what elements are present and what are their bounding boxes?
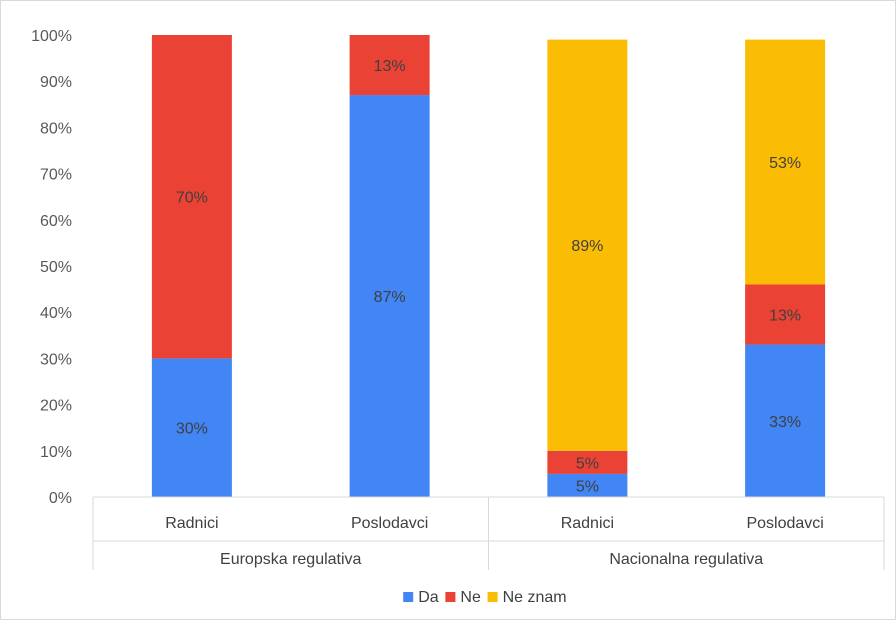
legend-swatch: [445, 592, 456, 602]
data-label: 5%: [576, 478, 599, 495]
legend-swatch: [487, 592, 498, 602]
data-label: 87%: [374, 289, 406, 306]
x-category-label: Poslodavci: [351, 515, 428, 532]
bar-ne-znam: [547, 39, 628, 451]
y-tick-label: 80%: [40, 120, 72, 137]
data-label: 13%: [374, 58, 406, 75]
legend-label: Ne: [460, 589, 481, 606]
y-tick-label: 0%: [49, 490, 72, 507]
x-category-label: Poslodavci: [746, 515, 823, 532]
y-tick-label: 20%: [40, 398, 72, 415]
bar-ne: [745, 284, 826, 345]
data-label: 70%: [176, 190, 208, 207]
x-group-label: Europska regulativa: [220, 551, 362, 568]
y-tick-label: 60%: [40, 213, 72, 230]
y-tick-label: 50%: [40, 259, 72, 276]
x-group-label: Nacionalna regulativa: [609, 551, 763, 568]
bar-ne: [151, 35, 232, 359]
bar-da: [349, 95, 430, 497]
data-label: 13%: [769, 308, 801, 325]
bar-da: [547, 473, 628, 497]
bar-da: [745, 344, 826, 497]
data-label: 89%: [571, 238, 603, 255]
y-tick-label: 40%: [40, 305, 72, 322]
data-label: 5%: [576, 455, 599, 472]
x-category-label: Radnici: [165, 515, 218, 532]
bar-ne: [349, 35, 430, 96]
legend-label: Ne znam: [503, 589, 567, 606]
data-label: 33%: [769, 414, 801, 431]
legend-swatch: [403, 592, 414, 602]
data-label: 30%: [176, 421, 208, 438]
bar-da: [151, 358, 232, 497]
y-tick-label: 100%: [31, 28, 72, 45]
x-category-label: Radnici: [561, 515, 614, 532]
y-tick-label: 30%: [40, 351, 72, 368]
y-tick-label: 10%: [40, 444, 72, 461]
data-label: 53%: [769, 155, 801, 172]
y-tick-label: 90%: [40, 74, 72, 91]
y-tick-label: 70%: [40, 167, 72, 184]
legend-label: Da: [418, 589, 439, 606]
bar-ne-znam: [745, 39, 826, 285]
bar-ne: [547, 450, 628, 474]
